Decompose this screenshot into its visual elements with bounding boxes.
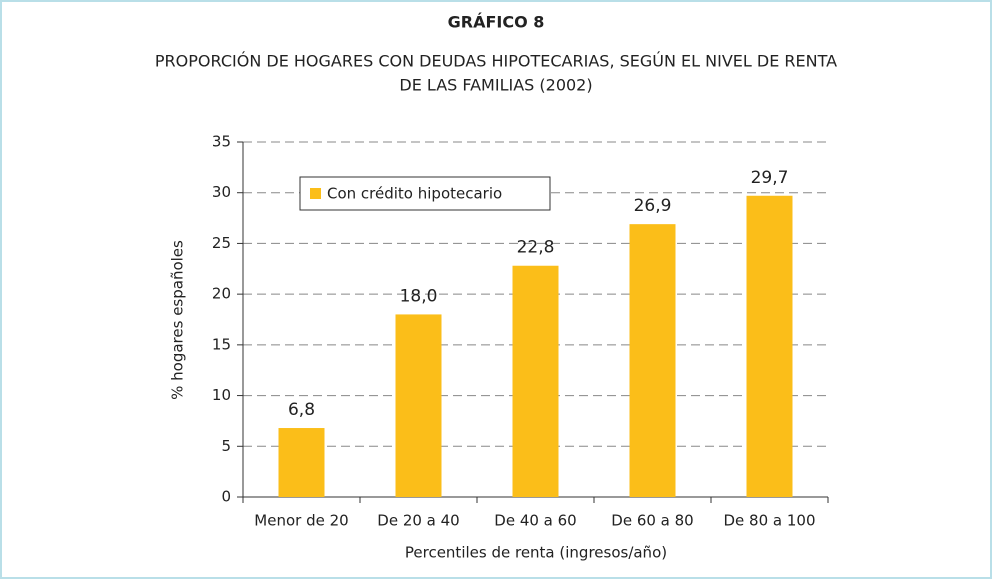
bar	[395, 314, 442, 497]
x-tick-label: De 40 a 60	[494, 512, 576, 530]
x-tick-label: De 80 a 100	[724, 512, 816, 530]
y-tick-label: 30	[212, 183, 231, 201]
data-label: 18,0	[400, 286, 438, 306]
x-axis-label: Percentiles de renta (ingresos/año)	[405, 544, 667, 562]
data-label: 29,7	[751, 168, 789, 188]
y-tick-label: 25	[212, 234, 231, 252]
bar	[629, 224, 676, 497]
chart-subtitle: DE LAS FAMILIAS (2002)	[399, 76, 592, 95]
legend-box	[299, 176, 551, 211]
data-label: 6,8	[288, 400, 315, 420]
x-tick-label: De 60 a 80	[611, 512, 693, 530]
legend-label: Con crédito hipotecario	[327, 185, 502, 203]
data-label: 22,8	[517, 238, 555, 258]
y-tick-label: 0	[221, 488, 231, 506]
y-tick-label: 5	[221, 437, 231, 455]
data-label: 26,9	[634, 196, 672, 216]
x-tick-label: Menor de 20	[254, 512, 348, 530]
y-tick-label: 15	[212, 335, 231, 353]
y-axis-label: % hogares españoles	[169, 240, 187, 400]
legend-swatch	[310, 188, 321, 199]
bar	[746, 195, 793, 497]
chart-subtitle: PROPORCIÓN DE HOGARES CON DEUDAS HIPOTEC…	[155, 52, 837, 71]
bar	[512, 265, 559, 497]
y-tick-label: 35	[212, 133, 231, 151]
y-tick-label: 20	[212, 285, 231, 303]
y-tick-label: 10	[212, 386, 231, 404]
bar	[278, 428, 325, 497]
chart-title: GRÁFICO 8	[448, 13, 545, 32]
x-tick-label: De 20 a 40	[377, 512, 459, 530]
